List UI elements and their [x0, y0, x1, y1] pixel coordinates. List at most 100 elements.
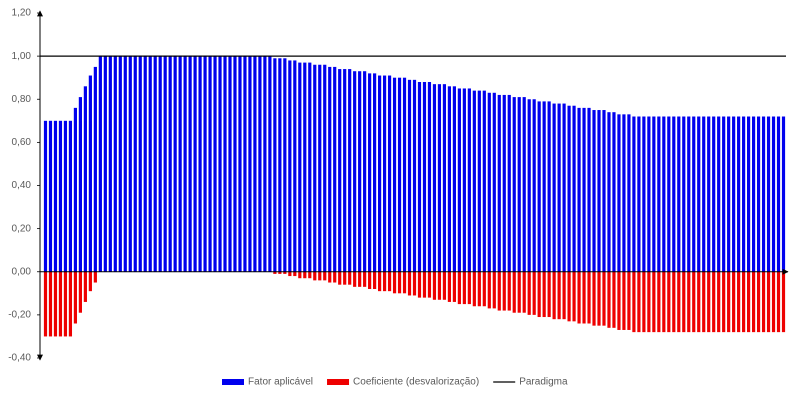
y-tick-label: 1,20 — [12, 8, 32, 19]
bar — [612, 112, 616, 272]
bar — [183, 56, 187, 272]
bar — [707, 116, 711, 272]
bar — [467, 88, 471, 272]
bar — [118, 56, 122, 272]
y-tick-label: 0,00 — [12, 266, 32, 277]
bar — [353, 71, 357, 272]
bar — [298, 271, 302, 279]
bar — [697, 116, 701, 272]
bar — [268, 56, 272, 272]
bar — [597, 271, 601, 326]
bar — [602, 110, 606, 272]
bar — [582, 271, 586, 324]
bar — [283, 58, 287, 272]
bar — [627, 271, 631, 330]
bar — [562, 103, 566, 272]
bar — [43, 271, 48, 337]
bar — [497, 271, 501, 311]
bar — [761, 116, 766, 272]
bar — [727, 116, 731, 272]
bar — [437, 271, 442, 300]
bar — [517, 271, 521, 313]
bar — [397, 77, 402, 272]
bar — [213, 56, 217, 272]
bar — [617, 114, 621, 272]
bar — [88, 75, 92, 272]
bar — [776, 271, 781, 333]
bar — [692, 116, 696, 272]
bar — [48, 271, 53, 337]
bar — [602, 271, 606, 326]
bar — [63, 120, 68, 272]
bar — [48, 120, 53, 272]
bar — [377, 271, 382, 292]
bar — [667, 271, 671, 333]
bar — [532, 271, 536, 315]
bar — [697, 271, 701, 333]
bar — [722, 116, 726, 272]
bar — [233, 56, 237, 272]
bar — [766, 271, 771, 333]
bar — [318, 271, 322, 281]
bar — [622, 271, 626, 330]
bar — [482, 271, 486, 307]
bar — [487, 92, 491, 272]
bar — [83, 271, 87, 302]
bar — [527, 271, 531, 315]
y-tick-label: 0,20 — [12, 223, 32, 234]
bar — [343, 69, 347, 272]
bar — [88, 271, 92, 292]
bar — [452, 271, 456, 302]
bar — [278, 271, 282, 274]
bar — [677, 271, 681, 333]
bar — [68, 271, 73, 337]
bar — [223, 56, 227, 272]
bar — [632, 116, 636, 272]
bar — [203, 56, 207, 272]
bar — [587, 107, 591, 272]
bar — [502, 271, 506, 311]
bar — [557, 271, 561, 320]
bar — [328, 66, 332, 272]
bar — [68, 120, 73, 272]
bar — [348, 69, 352, 272]
bar — [512, 97, 516, 272]
bar — [512, 271, 516, 313]
bar — [756, 271, 761, 333]
bar — [63, 271, 68, 337]
bar — [402, 77, 407, 272]
bar — [592, 271, 596, 326]
bar — [732, 116, 736, 272]
bar — [542, 101, 546, 272]
bar — [457, 271, 461, 305]
bar — [392, 271, 397, 294]
bar — [253, 56, 257, 272]
bar — [208, 56, 212, 272]
bar — [288, 60, 292, 272]
bar — [751, 271, 756, 333]
bar — [78, 271, 82, 313]
bar — [368, 73, 372, 272]
bar — [707, 271, 711, 333]
bar — [278, 58, 282, 272]
bar — [527, 99, 531, 272]
bar — [572, 271, 576, 322]
bar — [712, 271, 716, 333]
bar — [742, 116, 746, 272]
bar — [93, 271, 97, 283]
bar — [452, 86, 456, 272]
bar — [432, 271, 437, 300]
bar — [622, 114, 626, 272]
bar — [333, 66, 337, 272]
bar — [397, 271, 402, 294]
bar — [677, 116, 681, 272]
bar — [133, 56, 137, 272]
bar — [228, 56, 232, 272]
bar — [662, 271, 666, 333]
bar — [153, 56, 157, 272]
bar — [552, 103, 556, 272]
bar — [756, 116, 761, 272]
bar — [537, 101, 541, 272]
bar — [248, 56, 252, 272]
